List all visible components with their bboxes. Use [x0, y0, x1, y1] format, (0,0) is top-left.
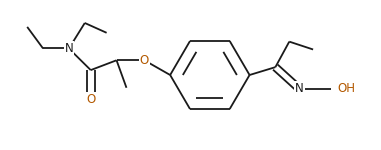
Text: N: N: [295, 82, 304, 95]
Text: OH: OH: [337, 82, 355, 95]
Text: O: O: [140, 54, 149, 67]
Text: N: N: [64, 42, 73, 55]
Text: O: O: [86, 93, 95, 106]
